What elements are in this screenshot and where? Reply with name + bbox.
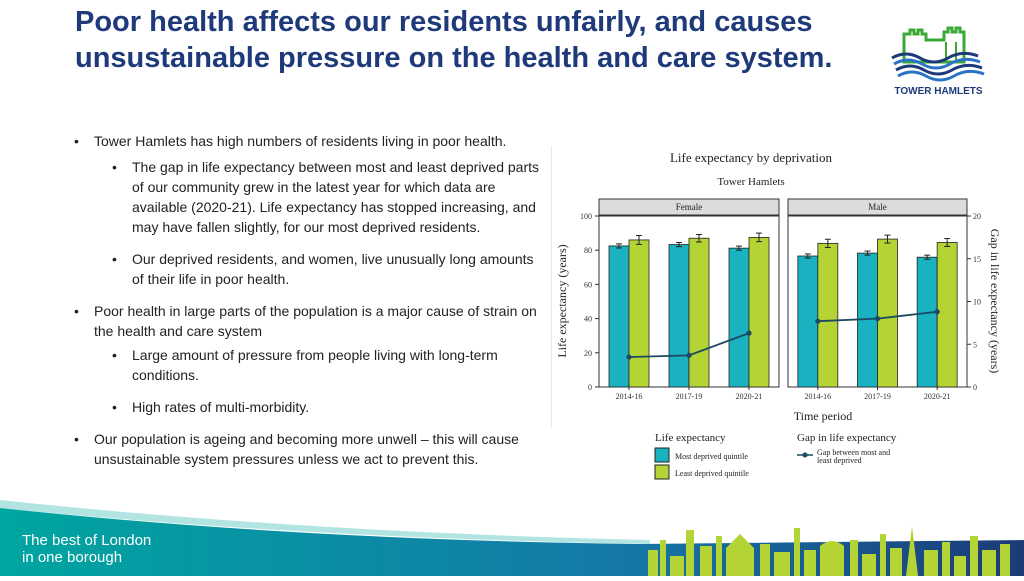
bullet-list: Tower Hamlets has high numbers of reside…	[74, 131, 544, 469]
bar-most-deprived	[916, 256, 938, 388]
chart-svg: Life expectancy by deprivation Tower Ham…	[550, 146, 1002, 480]
facet-label-female: Female	[676, 202, 703, 212]
x-tick-label: 2014-16	[616, 392, 643, 401]
sub-bullet-item: The gap in life expectancy between most …	[112, 157, 544, 237]
bar-least-deprived	[748, 236, 770, 388]
skyline-icon	[648, 526, 1010, 576]
footer-tagline: The best of London in one borough	[22, 532, 151, 566]
x-tick-label: 2017-19	[676, 392, 703, 401]
legend-label-gap-line2: least deprived	[817, 456, 862, 465]
y2-tick-label: 5	[973, 340, 977, 349]
y-tick-label: 40	[584, 315, 592, 324]
y-tick-label: 20	[584, 349, 592, 358]
y-tick-label: 0	[588, 383, 592, 392]
legend-swatch-least-deprived	[654, 464, 670, 480]
gap-point	[746, 330, 752, 336]
x-tick-label: 2014-16	[804, 392, 831, 401]
castle-wave-logo-icon	[891, 26, 985, 82]
legend-title-life-expectancy: Life expectancy	[655, 432, 726, 444]
footer-tagline-line2: in one borough	[22, 549, 123, 566]
bar-most-deprived	[608, 245, 630, 388]
bar-least-deprived	[628, 239, 650, 388]
y-axis-label: Life expectancy (years)	[555, 244, 569, 357]
chart-subtitle: Tower Hamlets	[717, 176, 784, 188]
legend-marker-gap	[802, 452, 808, 458]
legend-swatch-most-deprived	[654, 447, 670, 463]
legend-label-least-deprived: Least deprived quintile	[675, 469, 749, 478]
footer-tagline-line1: The best of London	[22, 532, 152, 549]
y-tick-label: 100	[580, 212, 592, 221]
bar-most-deprived	[797, 255, 819, 388]
y2-tick-label: 15	[973, 255, 981, 264]
y-tick-label: 80	[584, 246, 592, 255]
bar-most-deprived	[728, 247, 750, 388]
bar-least-deprived	[688, 237, 710, 388]
gap-point	[874, 316, 881, 322]
y2-tick-label: 10	[973, 298, 981, 307]
bullet-item: Our population is ageing and becoming mo…	[74, 429, 544, 469]
life-expectancy-chart: Life expectancy by deprivation Tower Ham…	[550, 146, 1017, 484]
facet-strip-female	[598, 198, 780, 216]
bullet-item: Poor health in large parts of the popula…	[74, 301, 544, 341]
x-tick-label: 2017-19	[864, 392, 891, 401]
facet-label-male: Male	[868, 202, 887, 212]
gap-point	[815, 318, 821, 324]
legend-label-gap: Gap between most and least deprived	[817, 448, 892, 465]
y2-axis-label: Gap in life expectancy (years)	[988, 229, 1002, 374]
x-tick-label: 2020-21	[924, 392, 951, 401]
bar-least-deprived	[877, 238, 898, 388]
sub-bullet-item: Our deprived residents, and women, live …	[112, 249, 544, 289]
facet-strip-male	[787, 198, 968, 216]
bar-most-deprived	[668, 244, 690, 388]
legend-label-gap-line1: Gap between most and	[817, 448, 890, 457]
bar-least-deprived	[817, 242, 839, 388]
bullet-item: Tower Hamlets has high numbers of reside…	[74, 131, 544, 151]
gap-point	[626, 354, 632, 360]
tower-hamlets-logo: TOWER HAMLETS	[886, 24, 991, 104]
y-tick-label: 60	[584, 280, 592, 289]
legend-label-most-deprived: Most deprived quintile	[675, 452, 748, 461]
legend-title-gap: Gap in life expectancy	[797, 432, 897, 444]
x-axis-label: Time period	[794, 409, 853, 423]
x-tick-label: 2020-21	[736, 392, 763, 401]
sub-bullet-item: Large amount of pressure from people liv…	[112, 345, 544, 385]
y2-tick-label: 0	[973, 383, 977, 392]
footer-banner	[0, 500, 1024, 576]
gap-point	[934, 309, 940, 315]
logo-text: TOWER HAMLETS	[894, 86, 983, 97]
slide-title: Poor health affects our residents unfair…	[75, 6, 833, 74]
footer-skyline-graphic	[0, 500, 1024, 576]
sub-bullet-item: High rates of multi-morbidity.	[112, 397, 544, 417]
y2-tick-label: 20	[973, 212, 981, 221]
bar-least-deprived	[936, 242, 958, 388]
chart-title: Life expectancy by deprivation	[670, 150, 833, 165]
gap-point	[686, 352, 692, 358]
